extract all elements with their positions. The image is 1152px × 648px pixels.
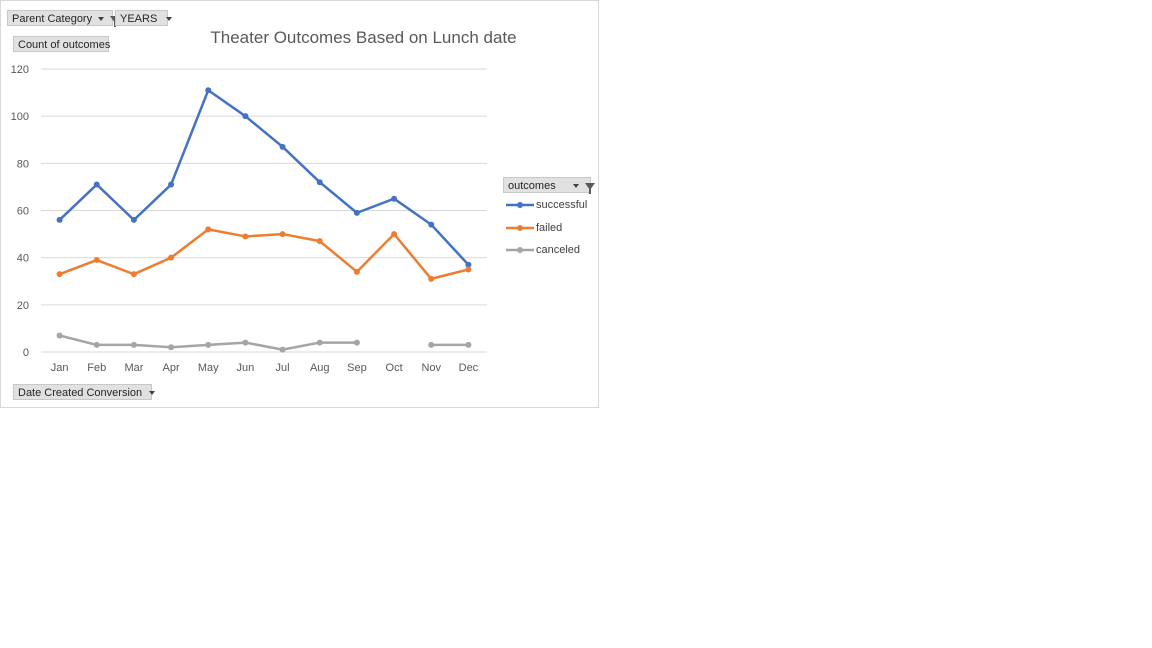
legend-field-label: outcomes (508, 180, 556, 192)
data-point-failed (205, 226, 212, 233)
data-point-canceled (130, 341, 137, 348)
dropdown-arrow-icon (166, 17, 173, 22)
y-tick-label: 100 (11, 111, 29, 123)
value-field-button[interactable]: Count of outcomes (13, 36, 111, 52)
data-point-failed (428, 275, 435, 282)
data-point-canceled (316, 339, 323, 346)
data-point-canceled (168, 344, 175, 351)
data-point-successful (56, 216, 63, 223)
legend-dot (517, 202, 523, 209)
data-point-canceled (353, 339, 360, 346)
x-tick-label: May (198, 362, 219, 374)
data-point-successful (465, 261, 472, 268)
x-tick-label: Jan (51, 362, 69, 374)
dropdown-arrow-icon (149, 391, 156, 396)
x-tick-label: Apr (163, 362, 180, 374)
legend-label: canceled (536, 244, 581, 256)
data-point-failed (130, 271, 137, 278)
data-point-failed (93, 257, 100, 264)
data-point-canceled (242, 339, 249, 346)
dropdown-arrow-icon (98, 17, 105, 22)
y-tick-label: 120 (11, 64, 29, 76)
data-point-failed (56, 271, 63, 278)
data-point-canceled (465, 341, 472, 348)
x-tick-label: Aug (310, 362, 330, 374)
data-point-successful (205, 87, 212, 94)
data-point-canceled (93, 341, 100, 348)
series-line-failed (59, 228, 469, 281)
data-point-failed (279, 231, 286, 238)
y-tick-label: 80 (17, 158, 29, 170)
data-point-successful (168, 181, 175, 188)
axis-field-button[interactable]: Date Created Conversion (13, 384, 156, 400)
x-tick-label: Mar (124, 362, 143, 374)
data-point-successful (391, 195, 398, 202)
chart-title: Theater Outcomes Based on Lunch date (210, 28, 517, 47)
legend-dot (517, 247, 523, 254)
legend-item-canceled: canceled (506, 243, 580, 257)
legend-label: failed (536, 221, 563, 234)
axis-field-label: Date Created Conversion (18, 387, 143, 399)
legend-item-failed: failed (506, 221, 562, 235)
data-point-failed (168, 254, 175, 261)
x-tick-label: Oct (386, 362, 403, 374)
y-tick-label: 0 (23, 347, 29, 359)
years-filter-button[interactable]: YEARS (115, 10, 173, 26)
dropdown-arrow-icon (572, 184, 579, 189)
y-tick-label: 40 (17, 253, 29, 265)
x-tick-label: Nov (421, 362, 441, 374)
data-point-successful (279, 143, 286, 150)
pivot-chart: Parent Category YEARS Count of outcomes … (0, 0, 599, 408)
data-point-canceled (56, 332, 63, 339)
value-field-label: Count of outcomes (18, 39, 111, 51)
legend-marker (506, 247, 534, 254)
plot-area: 0 20 40 60 80 100 120 Jan Feb Mar Apr May Jun Jul Aug S… (11, 64, 487, 374)
legend-dot (517, 224, 523, 231)
data-point-failed (353, 268, 360, 275)
data-point-canceled (279, 346, 286, 353)
legend-item-successful: successful (506, 198, 587, 212)
y-tick-label: 60 (17, 206, 29, 218)
data-point-failed (391, 231, 398, 238)
series-line-successful (58, 88, 470, 266)
data-point-failed (465, 266, 472, 273)
data-point-canceled (428, 341, 435, 348)
x-tick-label: Feb (87, 362, 106, 374)
data-point-successful (130, 216, 137, 223)
parent-category-label: Parent Category (12, 13, 93, 25)
y-tick-label: 20 (17, 300, 29, 312)
data-point-canceled (205, 341, 212, 348)
data-point-successful (242, 113, 249, 120)
data-point-successful (428, 221, 435, 228)
data-point-successful (93, 181, 100, 188)
legend-marker (506, 224, 534, 231)
legend-marker (506, 202, 534, 209)
x-tick-label: Sep (347, 362, 367, 374)
x-tick-label: Jul (276, 362, 290, 374)
data-point-successful (353, 209, 360, 216)
legend-label: successful (536, 199, 588, 211)
years-label: YEARS (120, 13, 158, 25)
x-tick-label: Dec (459, 362, 479, 374)
x-tick-label: Jun (237, 362, 255, 374)
data-point-failed (316, 238, 323, 245)
legend-field-button[interactable]: outcomes (503, 177, 595, 194)
data-point-successful (316, 179, 323, 186)
filter-funnel-icon (584, 182, 595, 194)
data-point-failed (242, 233, 249, 240)
